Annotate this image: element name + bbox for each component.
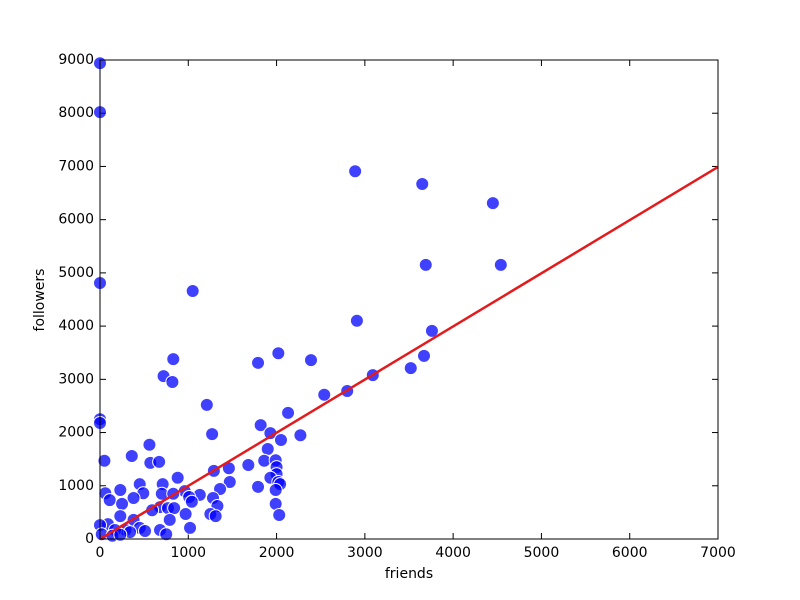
point xyxy=(253,418,268,433)
y-tick-label: 1000 xyxy=(58,478,94,494)
point xyxy=(113,509,128,524)
point xyxy=(152,454,167,469)
x-tick-label: 6000 xyxy=(612,545,648,561)
point xyxy=(170,470,185,485)
point xyxy=(142,437,157,452)
point xyxy=(113,483,128,498)
point xyxy=(199,397,214,412)
point xyxy=(184,494,199,509)
point xyxy=(293,428,308,443)
point xyxy=(493,257,508,272)
point xyxy=(126,491,141,506)
point xyxy=(260,442,275,457)
point xyxy=(418,257,433,272)
y-tick-label: 5000 xyxy=(58,265,94,281)
point xyxy=(162,512,177,527)
point xyxy=(178,506,193,521)
point xyxy=(115,496,130,511)
point xyxy=(113,527,128,542)
y-tick-label: 8000 xyxy=(58,105,94,121)
x-tick-label: 4000 xyxy=(435,545,471,561)
point xyxy=(415,177,430,192)
point xyxy=(281,405,296,420)
point xyxy=(424,323,439,338)
y-tick-label: 3000 xyxy=(58,371,94,387)
point xyxy=(138,524,153,539)
x-axis-label: friends xyxy=(385,566,433,582)
point xyxy=(167,501,182,516)
point xyxy=(349,313,364,328)
x-tick-label: 5000 xyxy=(524,545,560,561)
x-tick-label: 0 xyxy=(96,545,105,561)
point xyxy=(165,374,180,389)
point xyxy=(222,475,237,490)
point xyxy=(317,387,332,402)
point xyxy=(102,493,117,508)
point xyxy=(348,164,363,179)
point xyxy=(208,509,223,524)
point xyxy=(97,453,112,468)
y-tick-label: 7000 xyxy=(58,158,94,174)
y-tick-label: 0 xyxy=(85,531,94,547)
point xyxy=(166,352,181,367)
y-tick-label: 6000 xyxy=(58,212,94,228)
y-tick-label: 2000 xyxy=(58,425,94,441)
point xyxy=(485,196,500,211)
point xyxy=(304,353,319,368)
x-tick-label: 1000 xyxy=(170,545,206,561)
point xyxy=(251,479,266,494)
point xyxy=(241,458,256,473)
point xyxy=(417,348,432,363)
x-tick-label: 7000 xyxy=(700,545,736,561)
point xyxy=(185,283,200,298)
y-axis-label: followers xyxy=(32,269,48,332)
point xyxy=(273,433,288,448)
y-tick-label: 9000 xyxy=(58,52,94,68)
x-tick-label: 3000 xyxy=(347,545,383,561)
fit-line xyxy=(99,165,719,541)
point xyxy=(403,361,418,376)
point xyxy=(271,346,286,361)
point xyxy=(183,520,198,535)
point xyxy=(251,355,266,370)
point xyxy=(205,427,220,442)
point xyxy=(124,448,139,463)
point xyxy=(272,508,287,523)
x-tick-label: 2000 xyxy=(259,545,295,561)
point xyxy=(268,483,283,498)
plot-frame xyxy=(99,59,719,540)
y-tick-label: 4000 xyxy=(58,318,94,334)
point xyxy=(159,527,174,542)
